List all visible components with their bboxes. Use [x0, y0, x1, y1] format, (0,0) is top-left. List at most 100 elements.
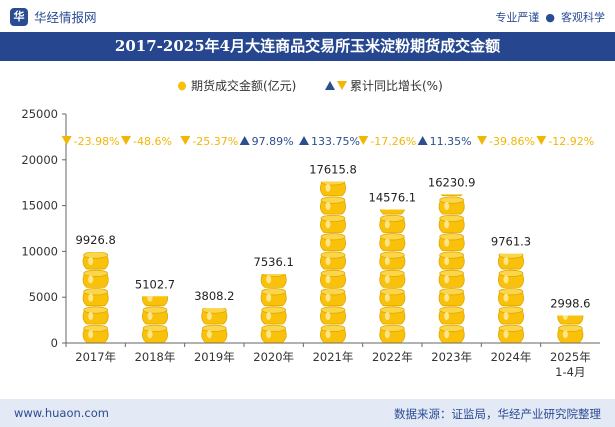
- growth-down-marker: [121, 136, 131, 145]
- bar-pot: [379, 288, 406, 307]
- growth-up-marker: [239, 136, 250, 145]
- tag-separator: ●: [545, 10, 555, 24]
- bar-pot: [320, 251, 346, 270]
- bar-value-label: 5102.7: [135, 277, 175, 291]
- x-tick-label: 2020年: [253, 350, 294, 364]
- bar-pot: [379, 251, 406, 270]
- bar-pot: [379, 209, 405, 215]
- legend-up-icon: [325, 81, 335, 90]
- growth-value-label: -12.92%: [548, 135, 594, 148]
- legend-down-icon: [337, 81, 347, 90]
- brand-logo-icon: 华: [10, 7, 28, 26]
- bar-pot: [498, 288, 524, 307]
- bar-pot: [201, 324, 228, 343]
- growth-down-marker: [61, 136, 72, 145]
- bar-value-label: 3808.2: [194, 289, 234, 303]
- x-tick-label: 2024年: [491, 350, 532, 364]
- bar-pot: [142, 324, 168, 343]
- y-tick-label: 10000: [21, 244, 58, 258]
- bar-pot: [320, 214, 346, 233]
- y-tick-label: 15000: [21, 199, 58, 213]
- bar-pot: [438, 233, 465, 252]
- growth-value-label: -17.26%: [370, 135, 416, 148]
- growth-value-label: -39.86%: [489, 135, 535, 148]
- bar-value-label: 9926.8: [76, 233, 116, 247]
- x-tick-label: 2025年: [550, 350, 591, 364]
- bar-pot: [82, 252, 109, 270]
- bar-value-label: 2998.6: [550, 297, 590, 311]
- bar-pot: [320, 324, 346, 343]
- x-tick-label: 2023年: [431, 350, 472, 364]
- y-tick-label: 5000: [29, 290, 58, 304]
- bar-pot: [438, 196, 465, 215]
- bar-pot: [320, 288, 346, 307]
- y-tick-label: 20000: [21, 153, 58, 167]
- legend-bar-icon: [178, 81, 186, 91]
- brand: 华 华经情报网: [10, 7, 97, 26]
- bar-pot: [320, 196, 346, 215]
- bar-pot: [498, 324, 524, 343]
- bar-pot: [320, 306, 346, 325]
- bar-pot: [438, 306, 465, 325]
- brand-name: 华经情报网: [34, 10, 97, 25]
- bar-pot: [557, 315, 584, 325]
- bar-pot: [498, 269, 524, 288]
- bar-pot: [498, 253, 524, 270]
- bar-pot: [438, 324, 465, 343]
- brand-tags: 专业严谨 ● 客观科学: [495, 9, 605, 25]
- legend-bar-label: 期货成交金额(亿元): [191, 78, 296, 93]
- bar-value-label: 16230.9: [428, 175, 476, 189]
- tag-professional: 专业严谨: [495, 11, 540, 24]
- footer-website: www.huaon.com: [14, 406, 109, 420]
- top-bar: 华 华经情报网 专业严谨 ● 客观科学: [0, 0, 615, 32]
- x-tick-label: 2019年: [194, 350, 235, 364]
- footer-bar: www.huaon.com 数据来源：证监局，华经产业研究院整理: [0, 399, 615, 427]
- x-tick-label: 2022年: [372, 350, 413, 364]
- bar-pot: [438, 214, 465, 233]
- bar-pot: [82, 306, 109, 325]
- tag-objective: 客观科学: [561, 11, 605, 24]
- bar-pot: [498, 306, 524, 325]
- footer-source: 数据来源：证监局，华经产业研究院整理: [394, 407, 601, 421]
- y-tick-label: 0: [51, 336, 58, 350]
- bar-value-label: 17615.8: [309, 163, 357, 177]
- bar-pot: [320, 181, 346, 197]
- bar-pot: [260, 306, 287, 325]
- bar-pot: [142, 306, 168, 325]
- growth-value-label: -23.98%: [74, 135, 120, 148]
- bar-pot: [440, 194, 463, 197]
- bar-pot: [379, 269, 406, 288]
- bar-pot: [557, 324, 584, 343]
- bar-pot: [260, 273, 287, 288]
- bar-pot: [260, 324, 287, 343]
- bar-value-label: 14576.1: [369, 190, 417, 204]
- bar-pot: [379, 233, 406, 252]
- bar-pot: [201, 308, 228, 325]
- bar-pot: [438, 269, 465, 288]
- bar-value-label: 9761.3: [491, 235, 531, 249]
- bar-value-label: 7536.1: [254, 255, 294, 269]
- growth-down-marker: [536, 136, 547, 145]
- bar-pot: [260, 288, 287, 307]
- bar-pot: [82, 288, 109, 307]
- legend-line-label: 累计同比增长(%): [350, 79, 443, 93]
- bar-pot: [379, 324, 406, 343]
- growth-down-marker: [477, 136, 487, 145]
- bar-pot: [379, 214, 406, 233]
- growth-up-marker: [417, 136, 428, 145]
- chart-title: 2017-2025年4月大连商品交易所玉米淀粉期货成交金额: [114, 37, 501, 55]
- title-bar: 2017-2025年4月大连商品交易所玉米淀粉期货成交金额: [0, 32, 615, 61]
- bar-pot: [438, 288, 465, 307]
- y-tick-label: 25000: [21, 107, 58, 121]
- bar-pot: [82, 324, 109, 343]
- bar-pot: [320, 233, 346, 252]
- bar-pot: [438, 251, 465, 270]
- growth-value-label: 133.75%: [311, 135, 360, 148]
- growth-down-marker: [358, 136, 369, 145]
- growth-up-marker: [299, 136, 309, 145]
- x-tick-label: 2021年: [313, 350, 354, 364]
- growth-value-label: 11.35%: [430, 135, 472, 148]
- growth-value-label: -25.37%: [192, 135, 238, 148]
